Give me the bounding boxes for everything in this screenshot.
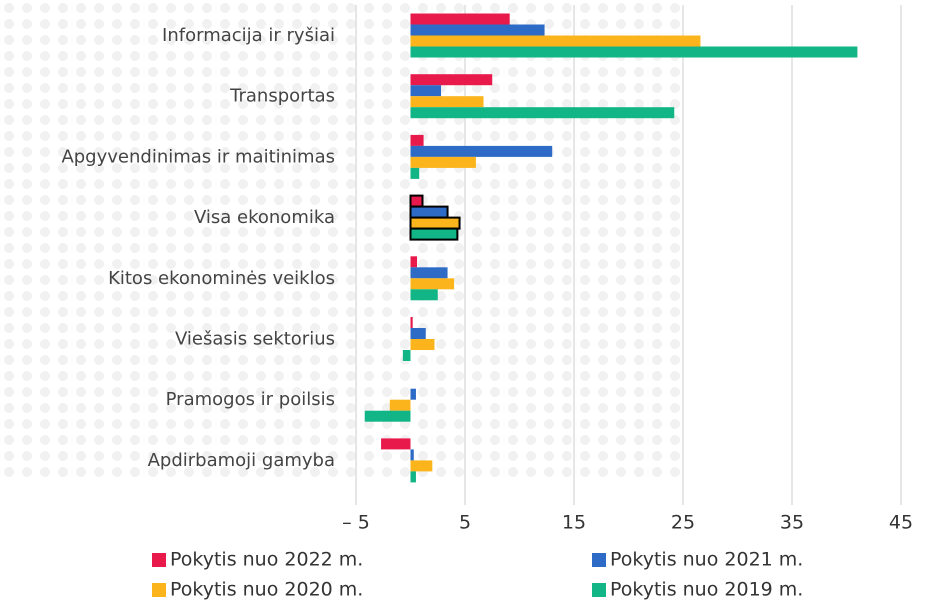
y-tick-label: Informacija ir ryšiai	[162, 25, 335, 46]
bar	[410, 278, 455, 290]
y-tick-label: Kitos ekonominės veiklos	[108, 268, 335, 289]
background-pattern	[0, 0, 680, 480]
bar	[410, 85, 442, 97]
bar	[410, 46, 858, 58]
bar	[410, 13, 510, 25]
x-tick-label: 5	[459, 512, 471, 534]
legend-label: Pokytis nuo 2022 m.	[170, 549, 363, 571]
bar	[410, 167, 420, 179]
legend-swatch	[592, 583, 606, 597]
bar	[409, 216, 461, 230]
legend-swatch	[152, 583, 166, 597]
bar	[410, 289, 438, 301]
legend-label: Pokytis nuo 2020 m.	[170, 579, 363, 601]
bar	[410, 339, 435, 350]
bar	[410, 256, 418, 268]
y-tick-label: Visa ekonomika	[194, 207, 335, 228]
legend-label: Pokytis nuo 2019 m.	[610, 579, 803, 601]
y-tick-label: Apgyvendinimas ir maitinimas	[61, 146, 335, 167]
bar	[410, 317, 413, 328]
bar	[410, 388, 416, 400]
x-tick-label: 15	[562, 512, 586, 534]
bar	[410, 107, 675, 119]
bar	[410, 328, 426, 339]
bar	[410, 96, 484, 108]
bar	[389, 399, 411, 411]
legend-swatch	[592, 553, 606, 567]
bar	[410, 471, 416, 483]
bar	[381, 438, 411, 450]
bar	[410, 267, 448, 279]
x-tick-label: 35	[780, 512, 804, 534]
bar	[410, 460, 433, 472]
bar	[410, 156, 476, 168]
y-tick-label: Apdirbamoji gamyba	[148, 450, 335, 471]
bar	[410, 145, 553, 157]
bar	[409, 205, 449, 219]
y-tick-label: Viešasis sektorius	[175, 329, 335, 350]
x-tick-label: 25	[671, 512, 695, 534]
y-tick-label: Transportas	[229, 86, 335, 107]
bar	[364, 410, 411, 422]
x-tick-label: 45	[889, 512, 913, 534]
bar	[410, 35, 701, 47]
y-tick-label: Pramogos ir poilsis	[166, 389, 335, 410]
legend-label: Pokytis nuo 2021 m.	[610, 549, 803, 571]
bar	[409, 227, 459, 241]
bar	[410, 74, 493, 86]
bar	[409, 194, 424, 208]
x-tick-label: – 5	[342, 512, 370, 534]
bar	[402, 350, 411, 361]
bar	[410, 134, 424, 146]
legend-swatch	[152, 553, 166, 567]
bar	[410, 449, 414, 461]
bar	[410, 24, 545, 36]
